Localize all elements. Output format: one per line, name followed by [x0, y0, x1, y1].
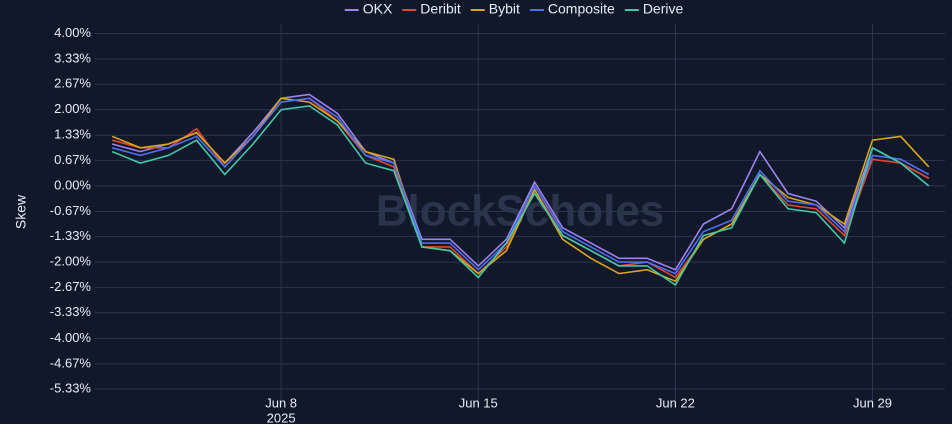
legend-label: Composite	[548, 1, 615, 17]
legend-item: Bybit	[470, 1, 520, 17]
y-tick-label: 0.67%	[54, 152, 91, 167]
y-tick-label: -5.33%	[50, 380, 92, 395]
y-tick-label: -0.67%	[50, 203, 92, 218]
y-tick-label: -1.33%	[50, 228, 92, 243]
series-line	[111, 97, 930, 275]
x-tick-label: Jun 8	[265, 395, 297, 410]
series-line	[111, 105, 930, 287]
y-tick-label: -4.67%	[50, 355, 92, 370]
legend-item: Composite	[529, 1, 615, 17]
y-tick-label: -3.33%	[50, 304, 92, 319]
y-axis-label: Skew	[13, 194, 29, 229]
y-tick-label: 2.00%	[54, 101, 91, 116]
x-tick-label: Jun 29	[853, 395, 892, 410]
legend-label: OKX	[363, 1, 393, 17]
y-tick-label: -2.00%	[50, 254, 92, 269]
y-tick-label: 2.67%	[54, 76, 91, 91]
y-tick-label: 1.33%	[54, 127, 91, 142]
legend-item: Derive	[624, 1, 684, 17]
legend-item: OKX	[344, 1, 393, 17]
y-tick-label: 4.00%	[54, 25, 91, 40]
series-line	[111, 93, 930, 271]
y-tick-label: 0.00%	[54, 177, 91, 192]
x-tick-label: Jun 22	[656, 395, 695, 410]
x-year-label: 2025	[267, 410, 296, 424]
legend-label: Deribit	[420, 1, 461, 17]
y-tick-label: -4.00%	[50, 330, 92, 345]
legend-label: Derive	[643, 1, 684, 17]
legend-label: Bybit	[489, 1, 520, 17]
x-tick-label: Jun 15	[459, 395, 498, 410]
y-tick-label: -2.67%	[50, 279, 92, 294]
y-tick-label: 3.33%	[54, 50, 91, 65]
legend-item: Deribit	[402, 1, 461, 17]
